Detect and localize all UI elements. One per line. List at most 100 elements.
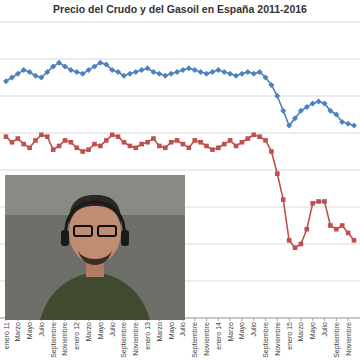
webcam-overlay bbox=[5, 175, 185, 320]
x-tick-label: Marzo bbox=[156, 322, 163, 342]
marker bbox=[328, 223, 333, 228]
marker bbox=[198, 140, 203, 145]
marker bbox=[351, 123, 357, 129]
x-tick bbox=[253, 318, 254, 321]
marker bbox=[15, 71, 21, 77]
marker bbox=[281, 197, 286, 202]
webcam-hair bbox=[69, 195, 121, 225]
x-tick bbox=[348, 318, 349, 321]
marker bbox=[68, 67, 74, 73]
marker bbox=[181, 142, 186, 147]
marker bbox=[239, 71, 245, 77]
x-tick bbox=[300, 318, 301, 321]
marker bbox=[57, 144, 62, 149]
marker bbox=[74, 146, 79, 151]
x-tick-label: Julio bbox=[38, 322, 45, 337]
marker bbox=[175, 138, 180, 143]
marker bbox=[133, 69, 139, 75]
x-tick-label: Julio bbox=[250, 322, 257, 337]
marker bbox=[163, 146, 168, 151]
marker bbox=[346, 231, 351, 236]
marker bbox=[103, 62, 109, 68]
marker bbox=[298, 108, 304, 114]
marker bbox=[4, 134, 9, 139]
marker bbox=[310, 100, 316, 106]
marker bbox=[257, 69, 263, 75]
x-tick-label: Julio bbox=[179, 322, 186, 337]
x-tick bbox=[336, 318, 337, 321]
x-tick-label: Mayo bbox=[26, 322, 34, 339]
marker bbox=[245, 69, 251, 75]
marker bbox=[51, 147, 56, 152]
x-tick-label: Noviembre bbox=[203, 322, 210, 356]
marker bbox=[322, 100, 328, 106]
marker bbox=[62, 63, 68, 69]
marker bbox=[233, 73, 239, 79]
webcam-headset bbox=[61, 230, 69, 246]
x-tick-label: enero 12 bbox=[73, 322, 80, 350]
marker bbox=[286, 123, 292, 129]
marker bbox=[222, 142, 227, 147]
marker bbox=[322, 199, 327, 204]
x-tick-label: Marzo bbox=[227, 322, 234, 342]
x-tick-label: enero 15 bbox=[286, 322, 293, 350]
x-tick-label: Septiembre bbox=[191, 322, 199, 358]
marker bbox=[293, 245, 298, 250]
marker bbox=[3, 78, 9, 84]
x-tick bbox=[324, 318, 325, 321]
marker bbox=[56, 60, 62, 66]
marker bbox=[228, 138, 233, 143]
title: Precio del Crudo y del Gasoil en España … bbox=[53, 3, 307, 15]
marker bbox=[310, 201, 315, 206]
x-tick bbox=[206, 318, 207, 321]
marker bbox=[274, 93, 280, 99]
marker bbox=[122, 140, 127, 145]
grid-line bbox=[0, 96, 360, 97]
chart: Precio del Crudo y del Gasoil en España … bbox=[0, 0, 360, 360]
marker bbox=[339, 119, 345, 125]
marker bbox=[92, 142, 97, 147]
marker bbox=[21, 142, 26, 147]
marker bbox=[110, 133, 115, 138]
x-tick-label: Mayo bbox=[97, 322, 105, 339]
marker bbox=[150, 69, 156, 75]
grid-line bbox=[0, 59, 360, 60]
marker bbox=[263, 75, 269, 81]
marker bbox=[269, 149, 274, 154]
marker bbox=[234, 144, 239, 149]
webcam-glasses bbox=[74, 226, 92, 236]
marker bbox=[104, 138, 109, 143]
x-tick-label: Julio bbox=[321, 322, 328, 337]
x-tick-label: Marzo bbox=[14, 322, 21, 342]
marker bbox=[246, 136, 251, 141]
marker bbox=[198, 69, 204, 75]
marker bbox=[268, 82, 274, 88]
marker bbox=[133, 146, 138, 151]
marker bbox=[97, 60, 103, 66]
marker bbox=[168, 71, 174, 77]
marker bbox=[263, 138, 268, 143]
x-tick-label: Marzo bbox=[85, 322, 92, 342]
marker bbox=[33, 138, 38, 143]
marker bbox=[63, 138, 68, 143]
marker bbox=[169, 140, 174, 145]
marker bbox=[251, 71, 257, 77]
x-tick-label: enero 13 bbox=[144, 322, 151, 350]
marker bbox=[221, 69, 227, 75]
marker bbox=[157, 144, 162, 149]
marker bbox=[44, 69, 50, 75]
marker bbox=[127, 71, 133, 77]
marker bbox=[216, 146, 221, 151]
x-tick bbox=[241, 318, 242, 321]
marker bbox=[139, 67, 145, 73]
webcam-background bbox=[5, 175, 185, 320]
grid-line bbox=[0, 133, 360, 134]
marker bbox=[334, 227, 339, 232]
marker bbox=[116, 134, 121, 139]
marker bbox=[15, 136, 20, 141]
x-tick-label: Septiembre bbox=[50, 322, 58, 358]
background bbox=[0, 0, 360, 360]
x-tick-label: enero 14 bbox=[215, 322, 222, 350]
marker bbox=[32, 73, 38, 79]
marker bbox=[333, 112, 339, 118]
